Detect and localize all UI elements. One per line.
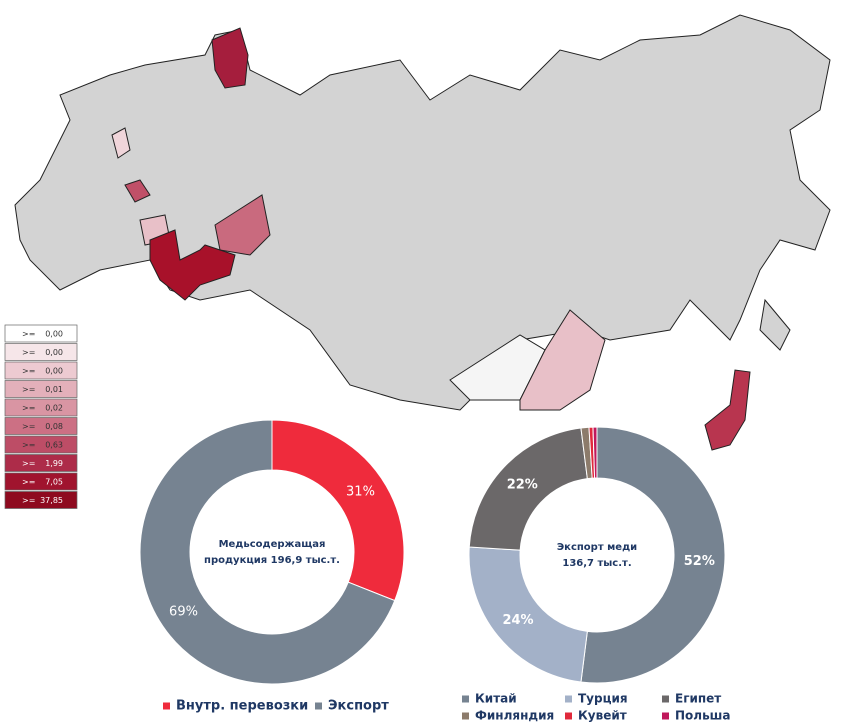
legend-swatch [4, 398, 78, 417]
legend-label: >= [22, 496, 35, 505]
data-label: 69% [169, 605, 198, 620]
legend-value: 7,05 [45, 478, 63, 487]
legend-marker [462, 712, 469, 720]
legend-marker [662, 695, 669, 703]
map-region [124, 179, 151, 203]
map-region [149, 229, 236, 301]
legend-label: Экспорт [328, 699, 389, 714]
map [14, 14, 831, 451]
legend-marker [315, 702, 322, 710]
legend-label: Финляндия [475, 709, 554, 723]
legend-label: Турция [578, 692, 628, 706]
legend-label: >= [22, 478, 35, 487]
donut-slice [271, 419, 405, 602]
legend-marker [462, 695, 469, 703]
legend-label: >= [22, 385, 35, 394]
legend-swatch [4, 417, 78, 435]
map-region [214, 194, 271, 256]
map-island [759, 298, 791, 351]
legend-value: 0,01 [45, 385, 63, 394]
legend-label: >= [22, 459, 35, 468]
legend-value: 37,85 [40, 496, 63, 505]
map-country [14, 14, 831, 411]
legend-swatch [4, 361, 78, 380]
legend-marker [565, 695, 572, 703]
legend-label: >= [22, 441, 35, 450]
data-label: 24% [502, 613, 533, 628]
legend-value: 0,63 [45, 441, 63, 450]
legend-label: >= [22, 422, 35, 431]
map-region [519, 309, 606, 411]
center-label: Медьсодержащая [219, 539, 326, 550]
donut-slice [592, 426, 598, 479]
legend-value: 1,99 [45, 459, 63, 468]
legend-value: 0,00 [45, 348, 63, 357]
legend-value: 0,00 [45, 330, 63, 339]
legend-swatch [4, 324, 78, 343]
legend-swatch [4, 343, 78, 361]
legend-swatch [4, 491, 78, 509]
data-label: 22% [507, 477, 538, 492]
data-label: 31% [346, 484, 375, 499]
donut-slice [139, 419, 396, 685]
legend-label: Внутр. перевозки [176, 699, 308, 714]
center-label: Экспорт меди [557, 542, 637, 553]
map-region [211, 27, 249, 89]
legend-marker [565, 712, 572, 720]
legend-marker [163, 702, 170, 710]
legend-swatch [4, 380, 78, 398]
legend-swatch [4, 435, 78, 454]
legend-label: Китай [475, 692, 517, 706]
legend-label: Египет [675, 692, 721, 706]
center-label: продукция 196,9 тыс.т. [204, 555, 340, 566]
legend-label: >= [22, 404, 35, 413]
map-region [704, 369, 751, 451]
donut-slice [580, 426, 726, 684]
legend-label: >= [22, 348, 35, 357]
legend-value: 0,00 [45, 367, 63, 376]
legend-value: 0,02 [45, 404, 63, 413]
center-label: 136,7 тыс.т. [562, 558, 631, 569]
legend-swatch [4, 472, 78, 491]
legend-label: >= [22, 330, 35, 339]
map-region [111, 127, 131, 159]
legend-swatch [4, 454, 78, 472]
legend-marker [662, 712, 669, 720]
legend-label: >= [22, 367, 35, 376]
data-label: 52% [684, 554, 715, 569]
legend-label: Польша [675, 709, 731, 723]
legend-value: 0,08 [45, 422, 63, 431]
legend-label: Кувейт [578, 709, 627, 723]
donut-slice [468, 546, 588, 683]
